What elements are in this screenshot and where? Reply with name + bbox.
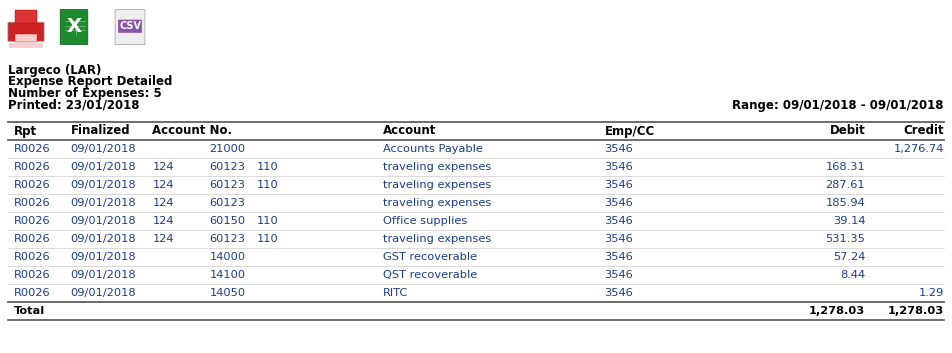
Text: R0026: R0026 [13,270,50,280]
Text: R0026: R0026 [13,162,50,172]
Text: R0026: R0026 [13,234,50,244]
Text: 09/01/2018: 09/01/2018 [70,162,136,172]
Text: R0026: R0026 [13,252,50,262]
Text: RITC: RITC [383,288,408,298]
Text: X: X [67,18,82,36]
Text: 21000: 21000 [209,144,246,154]
Text: 60123: 60123 [209,234,246,244]
Text: CSV: CSV [119,21,141,31]
Text: 09/01/2018: 09/01/2018 [70,288,136,298]
Text: traveling expenses: traveling expenses [383,162,491,172]
Text: Rpt: Rpt [13,125,36,138]
Text: 60123: 60123 [209,162,246,172]
Text: Printed: 23/01/2018: Printed: 23/01/2018 [8,98,140,112]
Text: 1.29: 1.29 [919,288,944,298]
Text: 8.44: 8.44 [840,270,865,280]
Text: 124: 124 [152,180,174,190]
Text: 09/01/2018: 09/01/2018 [70,270,136,280]
Text: 09/01/2018: 09/01/2018 [70,234,136,244]
Text: Range: 09/01/2018 - 09/01/2018: Range: 09/01/2018 - 09/01/2018 [732,98,944,112]
Text: traveling expenses: traveling expenses [383,198,491,208]
Text: Largeco (LAR): Largeco (LAR) [8,64,101,77]
Text: 3546: 3546 [605,144,633,154]
Text: 3546: 3546 [605,198,633,208]
Text: Account: Account [383,125,436,138]
Text: R0026: R0026 [13,144,50,154]
Text: 14000: 14000 [209,252,246,262]
Text: Emp/CC: Emp/CC [605,125,655,138]
Text: 3546: 3546 [605,288,633,298]
Bar [14,10,37,23]
Text: 60123: 60123 [209,180,246,190]
Text: 1,278.03: 1,278.03 [888,306,944,316]
Bar [15,34,36,42]
Text: 124: 124 [152,162,174,172]
Text: 110: 110 [257,234,279,244]
Text: 09/01/2018: 09/01/2018 [70,252,136,262]
Text: 3546: 3546 [605,234,633,244]
Text: R0026: R0026 [13,180,50,190]
Text: Accounts Payable: Accounts Payable [383,144,483,154]
Text: 57.24: 57.24 [833,252,865,262]
Text: 09/01/2018: 09/01/2018 [70,216,136,226]
Text: traveling expenses: traveling expenses [383,234,491,244]
Text: 09/01/2018: 09/01/2018 [70,198,136,208]
Text: 110: 110 [257,180,279,190]
Text: 287.61: 287.61 [825,180,865,190]
Text: 60150: 60150 [209,216,246,226]
FancyBboxPatch shape [60,10,88,44]
Text: Finalized: Finalized [70,125,130,138]
Text: 60123: 60123 [209,198,246,208]
Text: 1,278.03: 1,278.03 [809,306,865,316]
Text: 09/01/2018: 09/01/2018 [70,144,136,154]
Text: 124: 124 [152,198,174,208]
Text: 3546: 3546 [605,162,633,172]
Text: R0026: R0026 [13,216,50,226]
Text: 124: 124 [152,234,174,244]
Text: 14050: 14050 [209,288,246,298]
Text: Credit: Credit [903,125,944,138]
Text: Account No.: Account No. [152,125,232,138]
FancyBboxPatch shape [115,10,145,44]
Text: 09/01/2018: 09/01/2018 [70,180,136,190]
Text: 124: 124 [152,216,174,226]
Text: GST recoverable: GST recoverable [383,252,477,262]
Text: 14100: 14100 [209,270,246,280]
Text: 3546: 3546 [605,252,633,262]
Text: Debit: Debit [829,125,865,138]
Text: Number of Expenses: 5: Number of Expenses: 5 [8,87,162,100]
Text: Total: Total [13,306,45,316]
Text: 3546: 3546 [605,180,633,190]
FancyBboxPatch shape [118,20,142,33]
Text: QST recoverable: QST recoverable [383,270,477,280]
Text: 185.94: 185.94 [825,198,865,208]
FancyBboxPatch shape [8,22,44,41]
Text: R0026: R0026 [13,288,50,298]
Text: traveling expenses: traveling expenses [383,180,491,190]
Text: 531.35: 531.35 [825,234,865,244]
Text: 110: 110 [257,162,279,172]
Text: 1,276.74: 1,276.74 [894,144,944,154]
Text: R0026: R0026 [13,198,50,208]
Text: 39.14: 39.14 [833,216,865,226]
Bar [9,43,43,48]
Text: 168.31: 168.31 [825,162,865,172]
Text: 3546: 3546 [605,216,633,226]
Text: Office supplies: Office supplies [383,216,467,226]
Text: 110: 110 [257,216,279,226]
Text: 3546: 3546 [605,270,633,280]
Text: Expense Report Detailed: Expense Report Detailed [8,76,172,89]
